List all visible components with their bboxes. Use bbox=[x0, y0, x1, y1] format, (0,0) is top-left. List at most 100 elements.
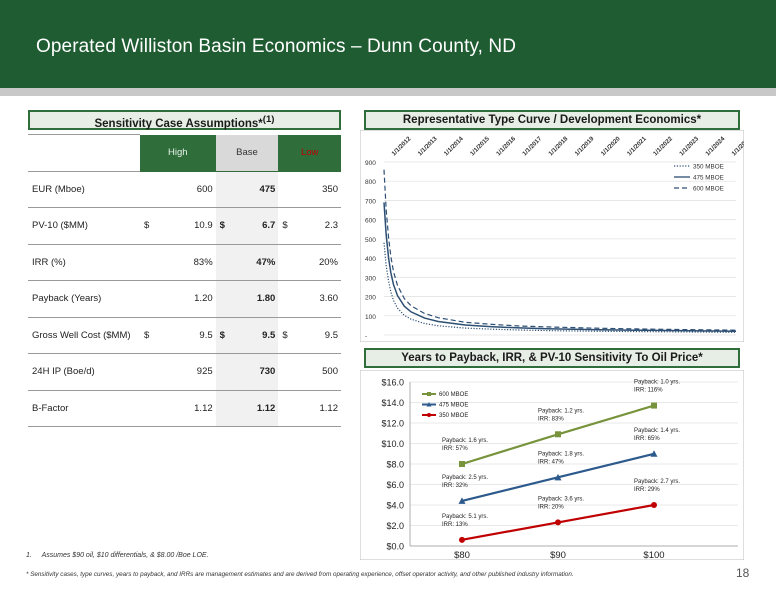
cell-base: 1.80 bbox=[215, 280, 279, 318]
cell-high: $9.5 bbox=[140, 317, 216, 354]
pb-data-label: IRR: 29% bbox=[634, 487, 660, 493]
pb-y-tick: $14.0 bbox=[381, 398, 404, 408]
pb-data-label: Payback: 1.4 yrs. bbox=[634, 428, 680, 434]
cell-base: 730 bbox=[215, 353, 279, 391]
assumptions-row: Gross Well Cost ($MM) $9.5 $9.5 $9.5 bbox=[28, 317, 341, 354]
assumptions-title: Sensitivity Case Assumptions*(1) bbox=[28, 110, 341, 130]
cell-high: 1.20 bbox=[140, 280, 216, 318]
slide-header: Operated Williston Basin Economics – Dun… bbox=[0, 0, 776, 88]
assumptions-row: 24H IP (Boe/d) 925 730 500 bbox=[28, 353, 341, 391]
type-curve-frame bbox=[360, 130, 744, 342]
currency-symbol: $ bbox=[144, 329, 150, 341]
pb-point-circle bbox=[651, 502, 657, 508]
row-label: IRR (%) bbox=[28, 244, 140, 281]
tc-y-tick: 300 bbox=[365, 275, 376, 282]
type-curve-title: Representative Type Curve / Development … bbox=[364, 110, 740, 130]
pb-legend-label: 475 MBOE bbox=[439, 403, 468, 409]
assumptions-header-row: High Base Low bbox=[28, 134, 341, 172]
cell-high: 925 bbox=[140, 353, 216, 391]
row-label: Payback (Years) bbox=[28, 280, 140, 318]
cell-low-value: 350 bbox=[322, 183, 338, 195]
pb-y-tick: $6.0 bbox=[386, 480, 404, 490]
pb-point-triangle bbox=[458, 497, 466, 504]
footnote-1-text: Assumes $90 oil, $10 differentials, & $8… bbox=[41, 552, 209, 559]
cell-high-value: 600 bbox=[196, 183, 213, 195]
currency-symbol: $ bbox=[219, 329, 225, 341]
tc-y-tick: - bbox=[365, 333, 367, 340]
assumptions-row: B-Factor 1.12 1.12 1.12 bbox=[28, 390, 341, 427]
pb-x-tick: $90 bbox=[550, 550, 566, 560]
row-label: EUR (Mboe) bbox=[28, 171, 140, 208]
tc-y-tick: 600 bbox=[365, 218, 376, 225]
tc-series-line bbox=[383, 169, 737, 331]
pb-point-circle bbox=[555, 519, 561, 526]
assumptions-row: EUR (Mboe) 600 475 350 bbox=[28, 171, 341, 208]
cell-low: 20% bbox=[278, 244, 341, 281]
pb-data-label: IRR: 32% bbox=[442, 483, 468, 489]
pb-data-label: Payback: 2.7 yrs. bbox=[634, 479, 680, 485]
column-header-base: Base bbox=[215, 134, 279, 172]
currency-symbol: $ bbox=[282, 329, 288, 341]
pb-x-tick: $80 bbox=[454, 550, 470, 560]
cell-low-value: 2.3 bbox=[324, 220, 338, 232]
assumptions-row: IRR (%) 83% 47% 20% bbox=[28, 244, 341, 281]
currency-symbol: $ bbox=[282, 220, 288, 232]
cell-base-value: 6.7 bbox=[262, 220, 276, 232]
cell-low-value: 20% bbox=[318, 256, 338, 268]
cell-high: 1.12 bbox=[140, 390, 216, 427]
row-label-value: B-Factor bbox=[32, 402, 69, 414]
pb-legend-marker bbox=[426, 402, 432, 407]
cell-high-value: 10.9 bbox=[194, 220, 213, 232]
assumptions-table: High Base Low EUR (Mboe) 600 475 350 PV-10 (… bbox=[28, 134, 341, 427]
cell-high: 83% bbox=[140, 244, 216, 281]
pb-data-label: Payback: 1.0 yrs. bbox=[634, 380, 680, 386]
payback-frame bbox=[360, 370, 744, 560]
row-label: PV-10 ($MM) bbox=[28, 207, 140, 245]
cell-high-value: 1.20 bbox=[194, 293, 213, 305]
pb-y-tick: $2.0 bbox=[386, 521, 404, 531]
tc-legend-label: 475 MBOE bbox=[693, 175, 724, 182]
cell-high: $10.9 bbox=[140, 207, 216, 245]
cell-low: 500 bbox=[278, 353, 341, 391]
tc-y-tick: 900 bbox=[365, 160, 376, 167]
cell-base-value: 1.12 bbox=[256, 402, 276, 414]
pb-data-label: Payback: 1.2 yrs. bbox=[538, 408, 584, 414]
pb-data-label: IRR: 65% bbox=[634, 436, 660, 442]
row-label-value: EUR (Mboe) bbox=[32, 183, 85, 195]
assumptions-title-text: Sensitivity Case Assumptions* bbox=[94, 117, 263, 130]
row-label: Gross Well Cost ($MM) bbox=[28, 317, 140, 354]
cell-base: $9.5 bbox=[215, 317, 279, 354]
pb-legend-marker bbox=[427, 413, 431, 417]
assumptions-row: PV-10 ($MM) $10.9 $6.7 $2.3 bbox=[28, 207, 341, 245]
cell-low-value: 1.12 bbox=[319, 402, 339, 414]
pb-data-label: IRR: 83% bbox=[538, 416, 564, 422]
row-label-value: PV-10 ($MM) bbox=[32, 220, 88, 232]
cell-base: 475 bbox=[215, 171, 279, 208]
tc-y-tick: 700 bbox=[365, 198, 376, 205]
pb-point-square bbox=[459, 461, 465, 467]
cell-low-value: 3.60 bbox=[319, 293, 339, 305]
cell-low: 350 bbox=[278, 171, 341, 208]
slide-title: Operated Williston Basin Economics – Dun… bbox=[36, 36, 517, 57]
cell-base: 47% bbox=[215, 244, 279, 281]
payback-title: Years to Payback, IRR, & PV-10 Sensitivi… bbox=[364, 348, 740, 368]
tc-series-line bbox=[383, 202, 737, 332]
cell-base: $6.7 bbox=[215, 207, 279, 245]
tc-legend-label: 600 MBOE bbox=[693, 186, 724, 193]
pb-legend-label: 600 MBOE bbox=[439, 392, 468, 398]
cell-base: 1.12 bbox=[215, 390, 279, 427]
cell-high-value: 83% bbox=[193, 256, 213, 268]
cell-low: 1.12 bbox=[278, 390, 341, 427]
row-label: B-Factor bbox=[28, 390, 140, 427]
tc-y-tick: 400 bbox=[365, 256, 376, 263]
cell-base-value: 475 bbox=[259, 183, 276, 195]
column-header-low: Low bbox=[278, 134, 341, 172]
cell-base-value: 1.80 bbox=[256, 293, 276, 305]
row-label-value: IRR (%) bbox=[32, 256, 66, 268]
assumptions-body: EUR (Mboe) 600 475 350 PV-10 ($MM) $10.9 $6.7 $… bbox=[28, 171, 341, 427]
pb-data-label: Payback: 1.8 yrs. bbox=[538, 451, 584, 457]
cell-low: $2.3 bbox=[278, 207, 341, 245]
cell-low: $9.5 bbox=[278, 317, 341, 354]
pb-y-tick: $8.0 bbox=[386, 460, 404, 470]
